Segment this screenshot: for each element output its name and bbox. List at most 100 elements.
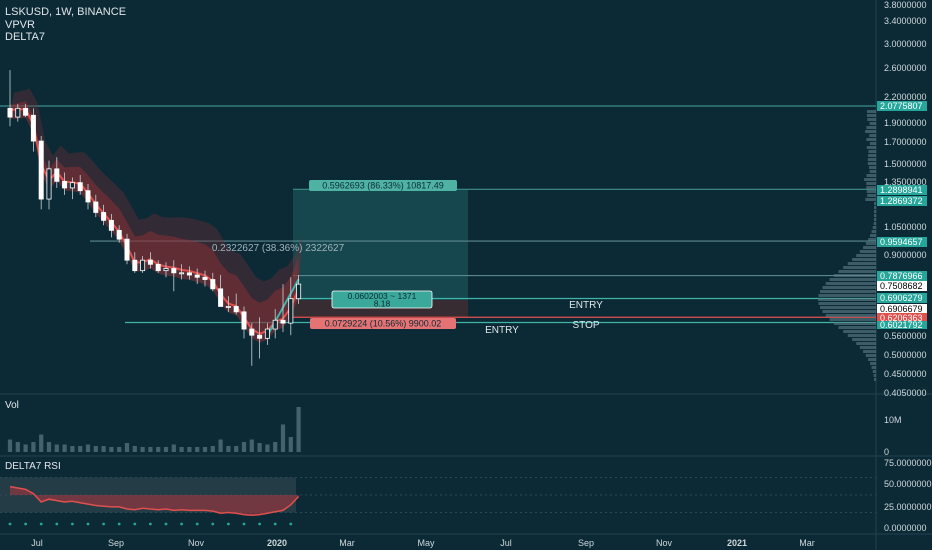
volume-bar [164,447,168,452]
volume-bar [234,446,238,452]
price-tags: 2.0775807 1.2898941 1.2869372 0.9594657 … [877,101,927,330]
vpvr-bar [830,318,876,321]
vpvr-bar [820,290,876,293]
candle-body [242,312,246,329]
price-tick: 0.9000000 [884,250,927,260]
symbol-title[interactable]: LSKUSD, 1W, BINANCE [5,6,126,18]
vpvr-bar [830,278,876,281]
time-tick: Jul [500,538,512,548]
candle-body [31,115,35,141]
volume-pane-title[interactable]: Vol [5,400,19,411]
price-tick: 3.0000000 [884,39,927,49]
volume-bar [109,447,113,452]
vpvr-bar [848,334,876,337]
vpvr-bar [868,158,876,161]
vpvr-bar [866,242,876,245]
candle-body [70,183,74,188]
vpvr-bar [874,218,876,221]
rsi-dot [227,523,230,526]
svg-text:0.6906279: 0.6906279 [880,293,923,303]
candle-body [117,230,121,239]
candle-body [258,335,262,338]
volume-bar [265,445,269,453]
cloud-outer [10,89,303,337]
volume-bar [273,442,277,452]
vpvr-bar [856,254,876,257]
candle-body [39,141,43,199]
volume-bar [70,446,74,452]
rsi-dot [180,523,183,526]
vpvr-bar [856,342,876,345]
svg-text:0.6021792: 0.6021792 [880,320,923,330]
candle-body [16,108,20,117]
volume-bar [141,447,145,452]
volume-bar [125,443,129,452]
rsi-dot [102,523,105,526]
volume-bar [148,447,152,452]
entry-label-line2: 8.18 [374,299,391,309]
rsi-dot [118,523,121,526]
candle-body [180,273,184,274]
vpvr-bar [838,270,876,273]
vpvr-bar [867,190,876,193]
volume-bar [31,442,35,452]
vpvr-bar [866,138,876,141]
candle-body [94,202,98,213]
volume-bar [39,435,43,453]
target-label: 0.5962693 (86.33%) 10817.49 [322,181,444,191]
vpvr-bar [860,250,876,253]
vpvr-bar [869,150,876,153]
svg-text:0.7876966: 0.7876966 [880,271,923,281]
vpvr-bar [870,170,876,173]
volume-bar [219,440,223,453]
vpvr-bar [867,174,876,177]
volume-tick: 0 [884,447,889,457]
rsi-pane-title[interactable]: DELTA7 RSI [5,461,61,472]
vpvr-bar [818,298,876,301]
vpvr-bar [864,178,876,181]
price-tick: 1.0500000 [884,222,927,232]
volume-bar [250,440,254,453]
price-tick: 0.4500000 [884,369,927,379]
svg-text:0.7508682: 0.7508682 [880,281,923,291]
time-tick: Nov [656,538,673,548]
candle-body [109,220,113,230]
candle-body [125,239,129,260]
vpvr-bar [867,114,876,117]
price-tick: 0.5600000 [884,331,927,341]
candle-body [78,183,82,191]
vpvr-bar [860,346,876,349]
vpvr-bar [868,154,876,157]
svg-text:1.2898941: 1.2898941 [880,185,923,195]
rsi-dot [9,523,12,526]
rsi-dot [87,523,90,526]
vpvr-bar [834,274,876,277]
rsi-dot [211,523,214,526]
indicator-delta7-label[interactable]: DELTA7 [5,31,45,43]
candle-body [47,169,51,199]
time-axis: Jul Sep Nov 2020 Mar May Jul Sep Nov 202… [31,538,815,548]
candle-body [86,191,90,202]
volume-bar [102,446,106,452]
volume-bar [211,446,215,452]
price-tick: 0.4050000 [884,388,927,398]
volume-tick: 10M [884,415,902,425]
price-tick: 3.4000000 [884,16,927,26]
vpvr-bar [869,134,876,137]
candle-body [141,260,145,270]
indicator-vpvr-label[interactable]: VPVR [5,19,35,31]
vpvr-bar [843,266,876,269]
rsi-dot [196,523,199,526]
rsi-dot [165,523,168,526]
volume-bar [86,445,90,453]
time-tick: Mar [339,538,355,548]
vpvr-bar [874,214,876,217]
volume-bar [117,447,121,452]
volume-bar [8,440,12,453]
rsi-dot [149,523,152,526]
volume-bar [289,437,293,452]
volume-bar [258,443,262,452]
volume-bar [78,446,82,452]
